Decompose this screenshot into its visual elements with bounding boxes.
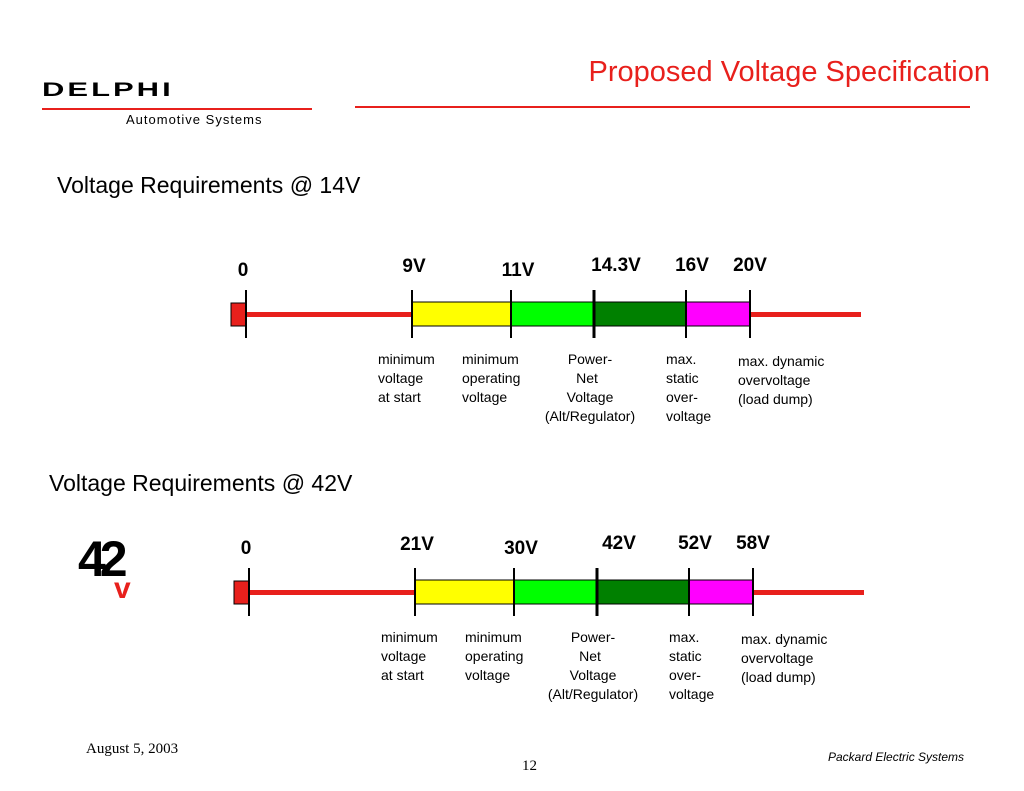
- title-underline: [355, 106, 970, 108]
- tick-label: 52V: [678, 533, 712, 554]
- zone-description: Power- Net Voltage (Alt/Regulator): [545, 351, 635, 424]
- tick-label: 0: [238, 260, 249, 281]
- scale-start-marker: [230, 302, 247, 327]
- zone-description-line: voltage: [669, 686, 714, 702]
- zone-description-line: (load dump): [738, 391, 813, 407]
- zone-description-line: static: [669, 648, 702, 664]
- zone-description-line: over-: [666, 389, 698, 405]
- zone-description-line: max. dynamic: [738, 353, 824, 369]
- zone-description: max. static over-voltage: [669, 629, 714, 702]
- zone-description-line: voltage: [462, 389, 507, 405]
- zone-description-line: Voltage: [570, 667, 617, 683]
- zone-description: minimum voltage at start: [378, 351, 435, 405]
- zone-description: minimum operating voltage: [465, 629, 523, 683]
- zone-description-line: Power-: [571, 629, 616, 645]
- zone-description-line: (load dump): [741, 669, 816, 685]
- scale-segment-magenta: [685, 301, 751, 327]
- zone-description-line: voltage: [378, 370, 423, 386]
- zone-description: max. dynamic overvoltage (load dump): [741, 631, 827, 685]
- zone-description-line: over-: [669, 667, 701, 683]
- zone-description-line: voltage: [666, 408, 711, 424]
- zone-description-line: overvoltage: [741, 650, 814, 666]
- logo-underline: [42, 108, 312, 110]
- scale-segment-light_green: [513, 579, 598, 605]
- scale-segment-yellow: [414, 579, 515, 605]
- scale-line-left: [249, 590, 415, 595]
- scale-line-left: [246, 312, 412, 317]
- tick-label: 11V: [502, 260, 535, 281]
- zone-description: minimum voltage at start: [381, 629, 438, 683]
- zone-description-line: Power-: [568, 351, 613, 367]
- footer-date: August 5, 2003: [86, 741, 179, 757]
- scale-segment-yellow: [411, 301, 512, 327]
- zone-description-line: Net: [579, 648, 601, 664]
- zone-description-line: (Alt/Regulator): [545, 408, 635, 424]
- delphi-logo: DELPHI: [42, 78, 174, 101]
- logo-subtitle: Automotive Systems: [126, 112, 263, 127]
- tick-label: 0: [241, 538, 252, 559]
- zone-description-line: minimum: [465, 629, 522, 645]
- zone-description-line: overvoltage: [738, 372, 811, 388]
- scale-segment-dark_green: [596, 579, 690, 605]
- scale-segment-light_green: [510, 301, 595, 327]
- scale-line-right: [750, 312, 861, 317]
- page-number: 12: [522, 758, 537, 774]
- scale-start-marker: [233, 580, 250, 605]
- section-heading-42v: Voltage Requirements @ 42V: [49, 470, 353, 496]
- zone-description-line: minimum: [462, 351, 519, 367]
- zone-description-line: at start: [381, 667, 424, 683]
- zone-description-line: max. dynamic: [741, 631, 827, 647]
- footer-company: Packard Electric Systems: [828, 750, 965, 764]
- zone-description-line: Net: [576, 370, 598, 386]
- 42v-logo-icon: 42 v: [78, 530, 150, 605]
- section-heading-14v: Voltage Requirements @ 14V: [57, 172, 361, 198]
- tick-label: 20V: [733, 255, 767, 276]
- zone-description-line: voltage: [381, 648, 426, 664]
- zone-description-line: max.: [666, 351, 696, 367]
- tick-label: 14.3V: [591, 255, 641, 276]
- zone-description-line: minimum: [381, 629, 438, 645]
- scale-segment-magenta: [688, 579, 754, 605]
- zone-description-line: operating: [465, 648, 523, 664]
- tick-label: 21V: [400, 534, 434, 555]
- tick-label: 42V: [602, 533, 636, 554]
- zone-description: Power- Net Voltage (Alt/Regulator): [548, 629, 638, 702]
- tick-label: 58V: [736, 533, 770, 554]
- zone-description-line: Voltage: [567, 389, 614, 405]
- zone-description: max. dynamic overvoltage (load dump): [738, 353, 824, 407]
- zone-description-line: voltage: [465, 667, 510, 683]
- zone-description-line: max.: [669, 629, 699, 645]
- zone-description-line: at start: [378, 389, 421, 405]
- tick-label: 16V: [675, 255, 709, 276]
- zone-description-line: minimum: [378, 351, 435, 367]
- scale-segment-dark_green: [593, 301, 687, 327]
- zone-description: minimum operating voltage: [462, 351, 520, 405]
- 42v-logo-unit: v: [114, 572, 131, 602]
- tick-label: 30V: [504, 538, 538, 559]
- tick-label: 9V: [402, 256, 426, 277]
- zone-description-line: static: [666, 370, 699, 386]
- page-title: Proposed Voltage Specification: [588, 56, 990, 88]
- zone-description-line: operating: [462, 370, 520, 386]
- scale-line-right: [753, 590, 864, 595]
- zone-description: max. static over-voltage: [666, 351, 711, 424]
- zone-description-line: (Alt/Regulator): [548, 686, 638, 702]
